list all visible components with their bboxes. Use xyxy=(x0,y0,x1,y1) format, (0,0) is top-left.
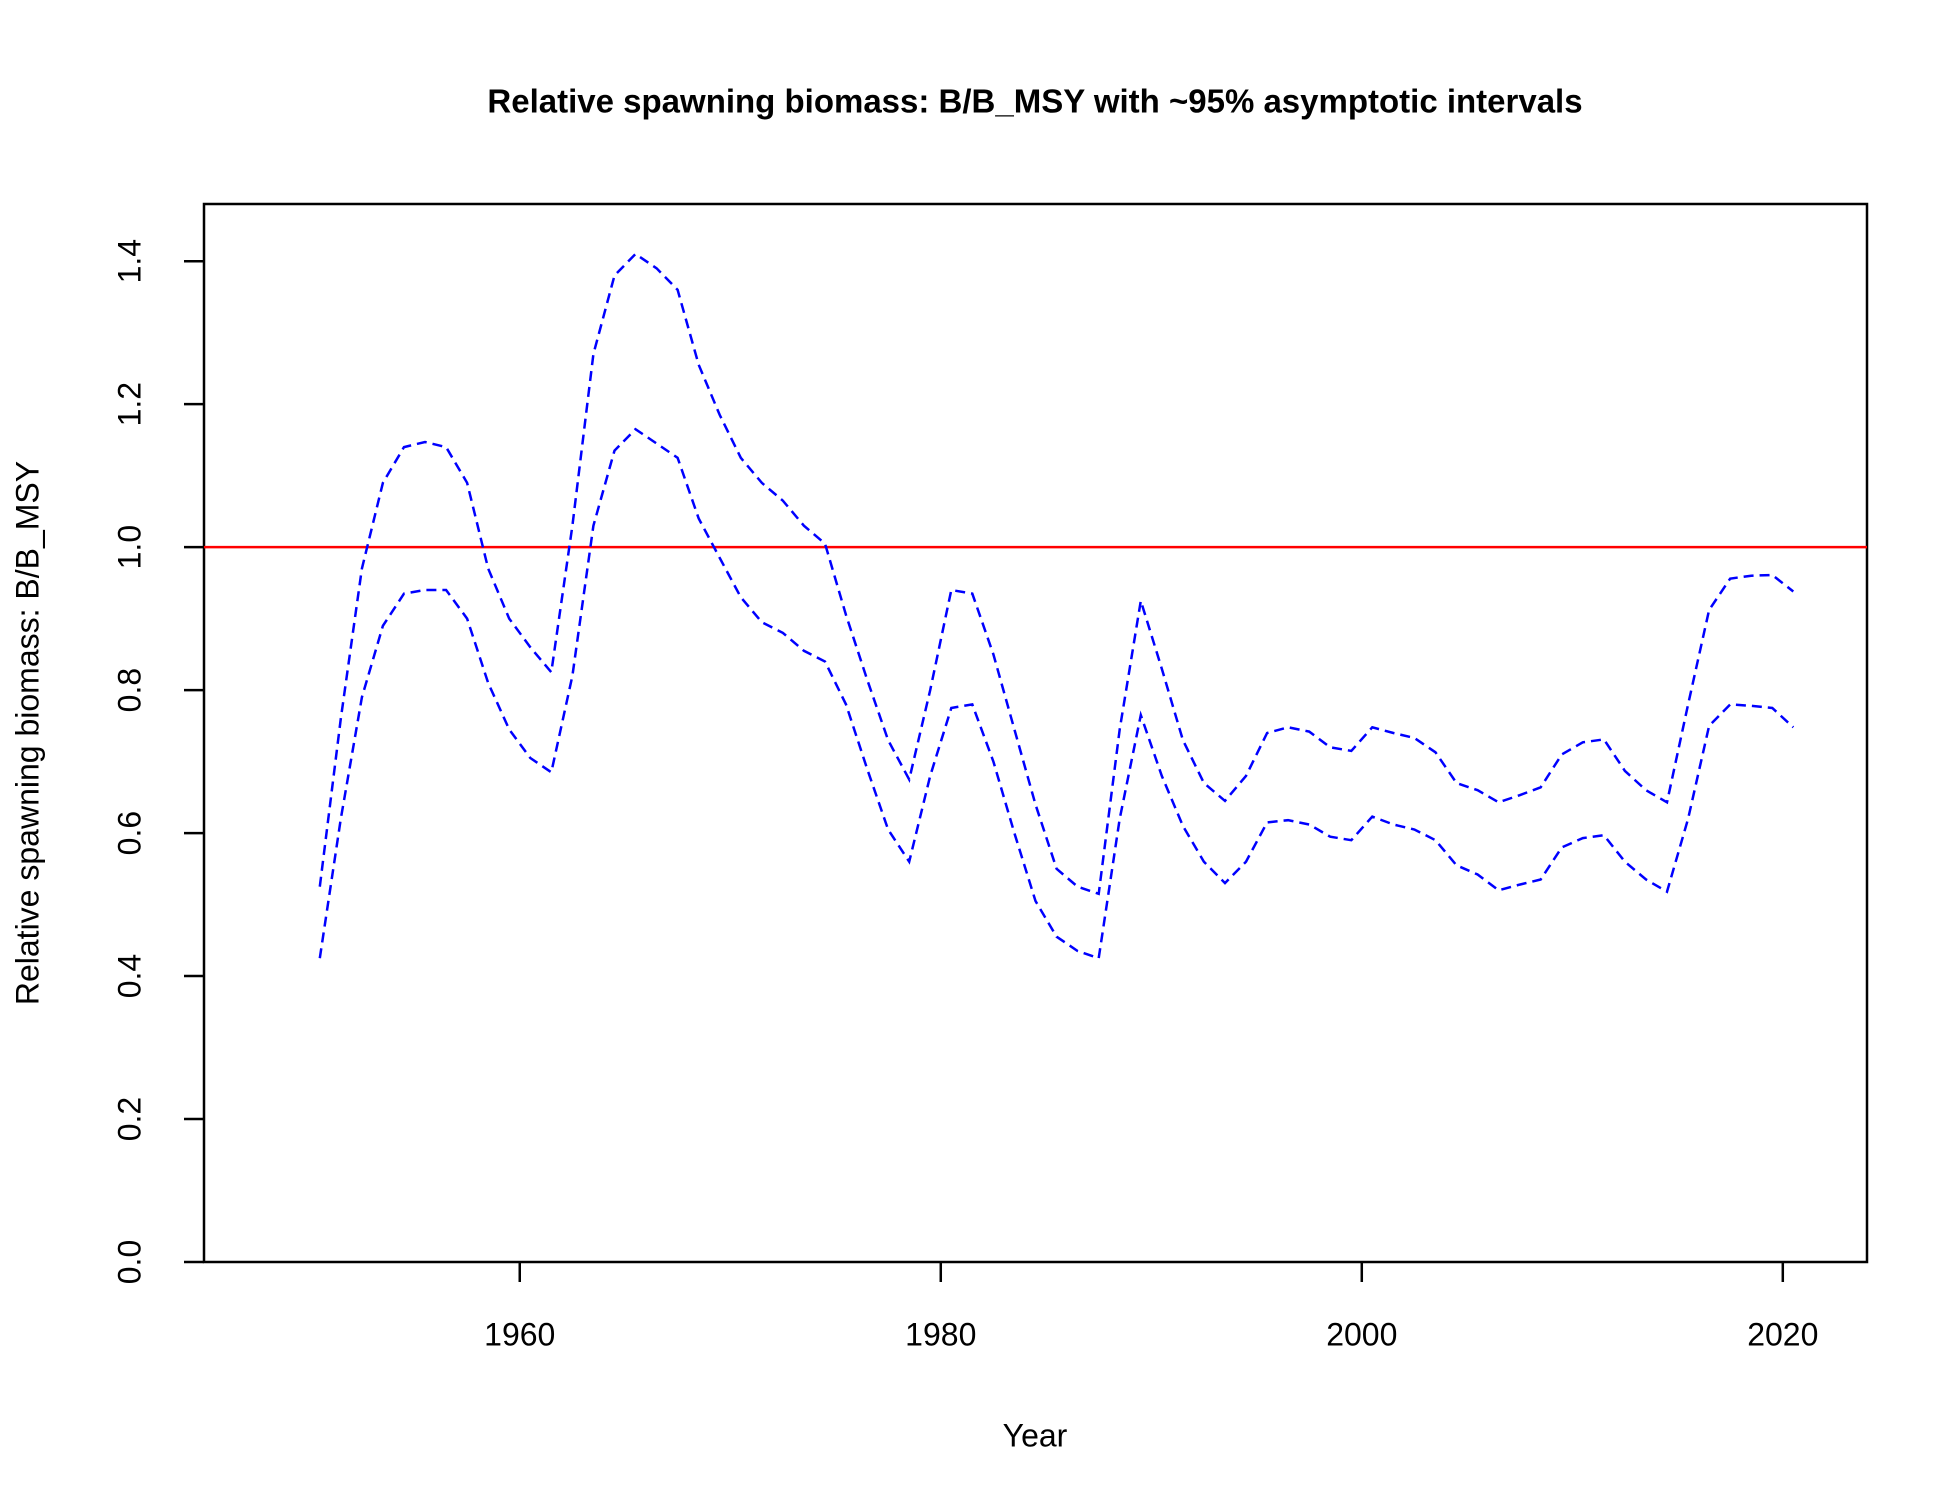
y-tick-label: 0.4 xyxy=(111,954,147,998)
y-axis-label: Relative spawning biomass: B/B_MSY xyxy=(9,461,45,1005)
y-tick-label: 0.6 xyxy=(111,811,147,855)
y-tick-label: 1.4 xyxy=(111,239,147,283)
plot-frame xyxy=(202,202,1869,1264)
chart-title: Relative spawning biomass: B/B_MSY with … xyxy=(487,83,1582,120)
y-tick-label: 1.2 xyxy=(111,382,147,426)
y-tick-label: 0.8 xyxy=(111,668,147,712)
y-tick-label: 0.0 xyxy=(111,1240,147,1284)
y-tick-label: 0.2 xyxy=(111,1097,147,1141)
x-axis-label: Year xyxy=(1003,1417,1068,1453)
y-tick-label: 1.0 xyxy=(111,525,147,569)
x-tick-label: 1980 xyxy=(905,1316,976,1352)
x-tick-label: 2000 xyxy=(1326,1316,1397,1352)
series-line xyxy=(318,252,1795,896)
x-tick-label: 2020 xyxy=(1747,1316,1818,1352)
x-tick-label: 1960 xyxy=(484,1316,555,1352)
series-line xyxy=(318,427,1795,960)
